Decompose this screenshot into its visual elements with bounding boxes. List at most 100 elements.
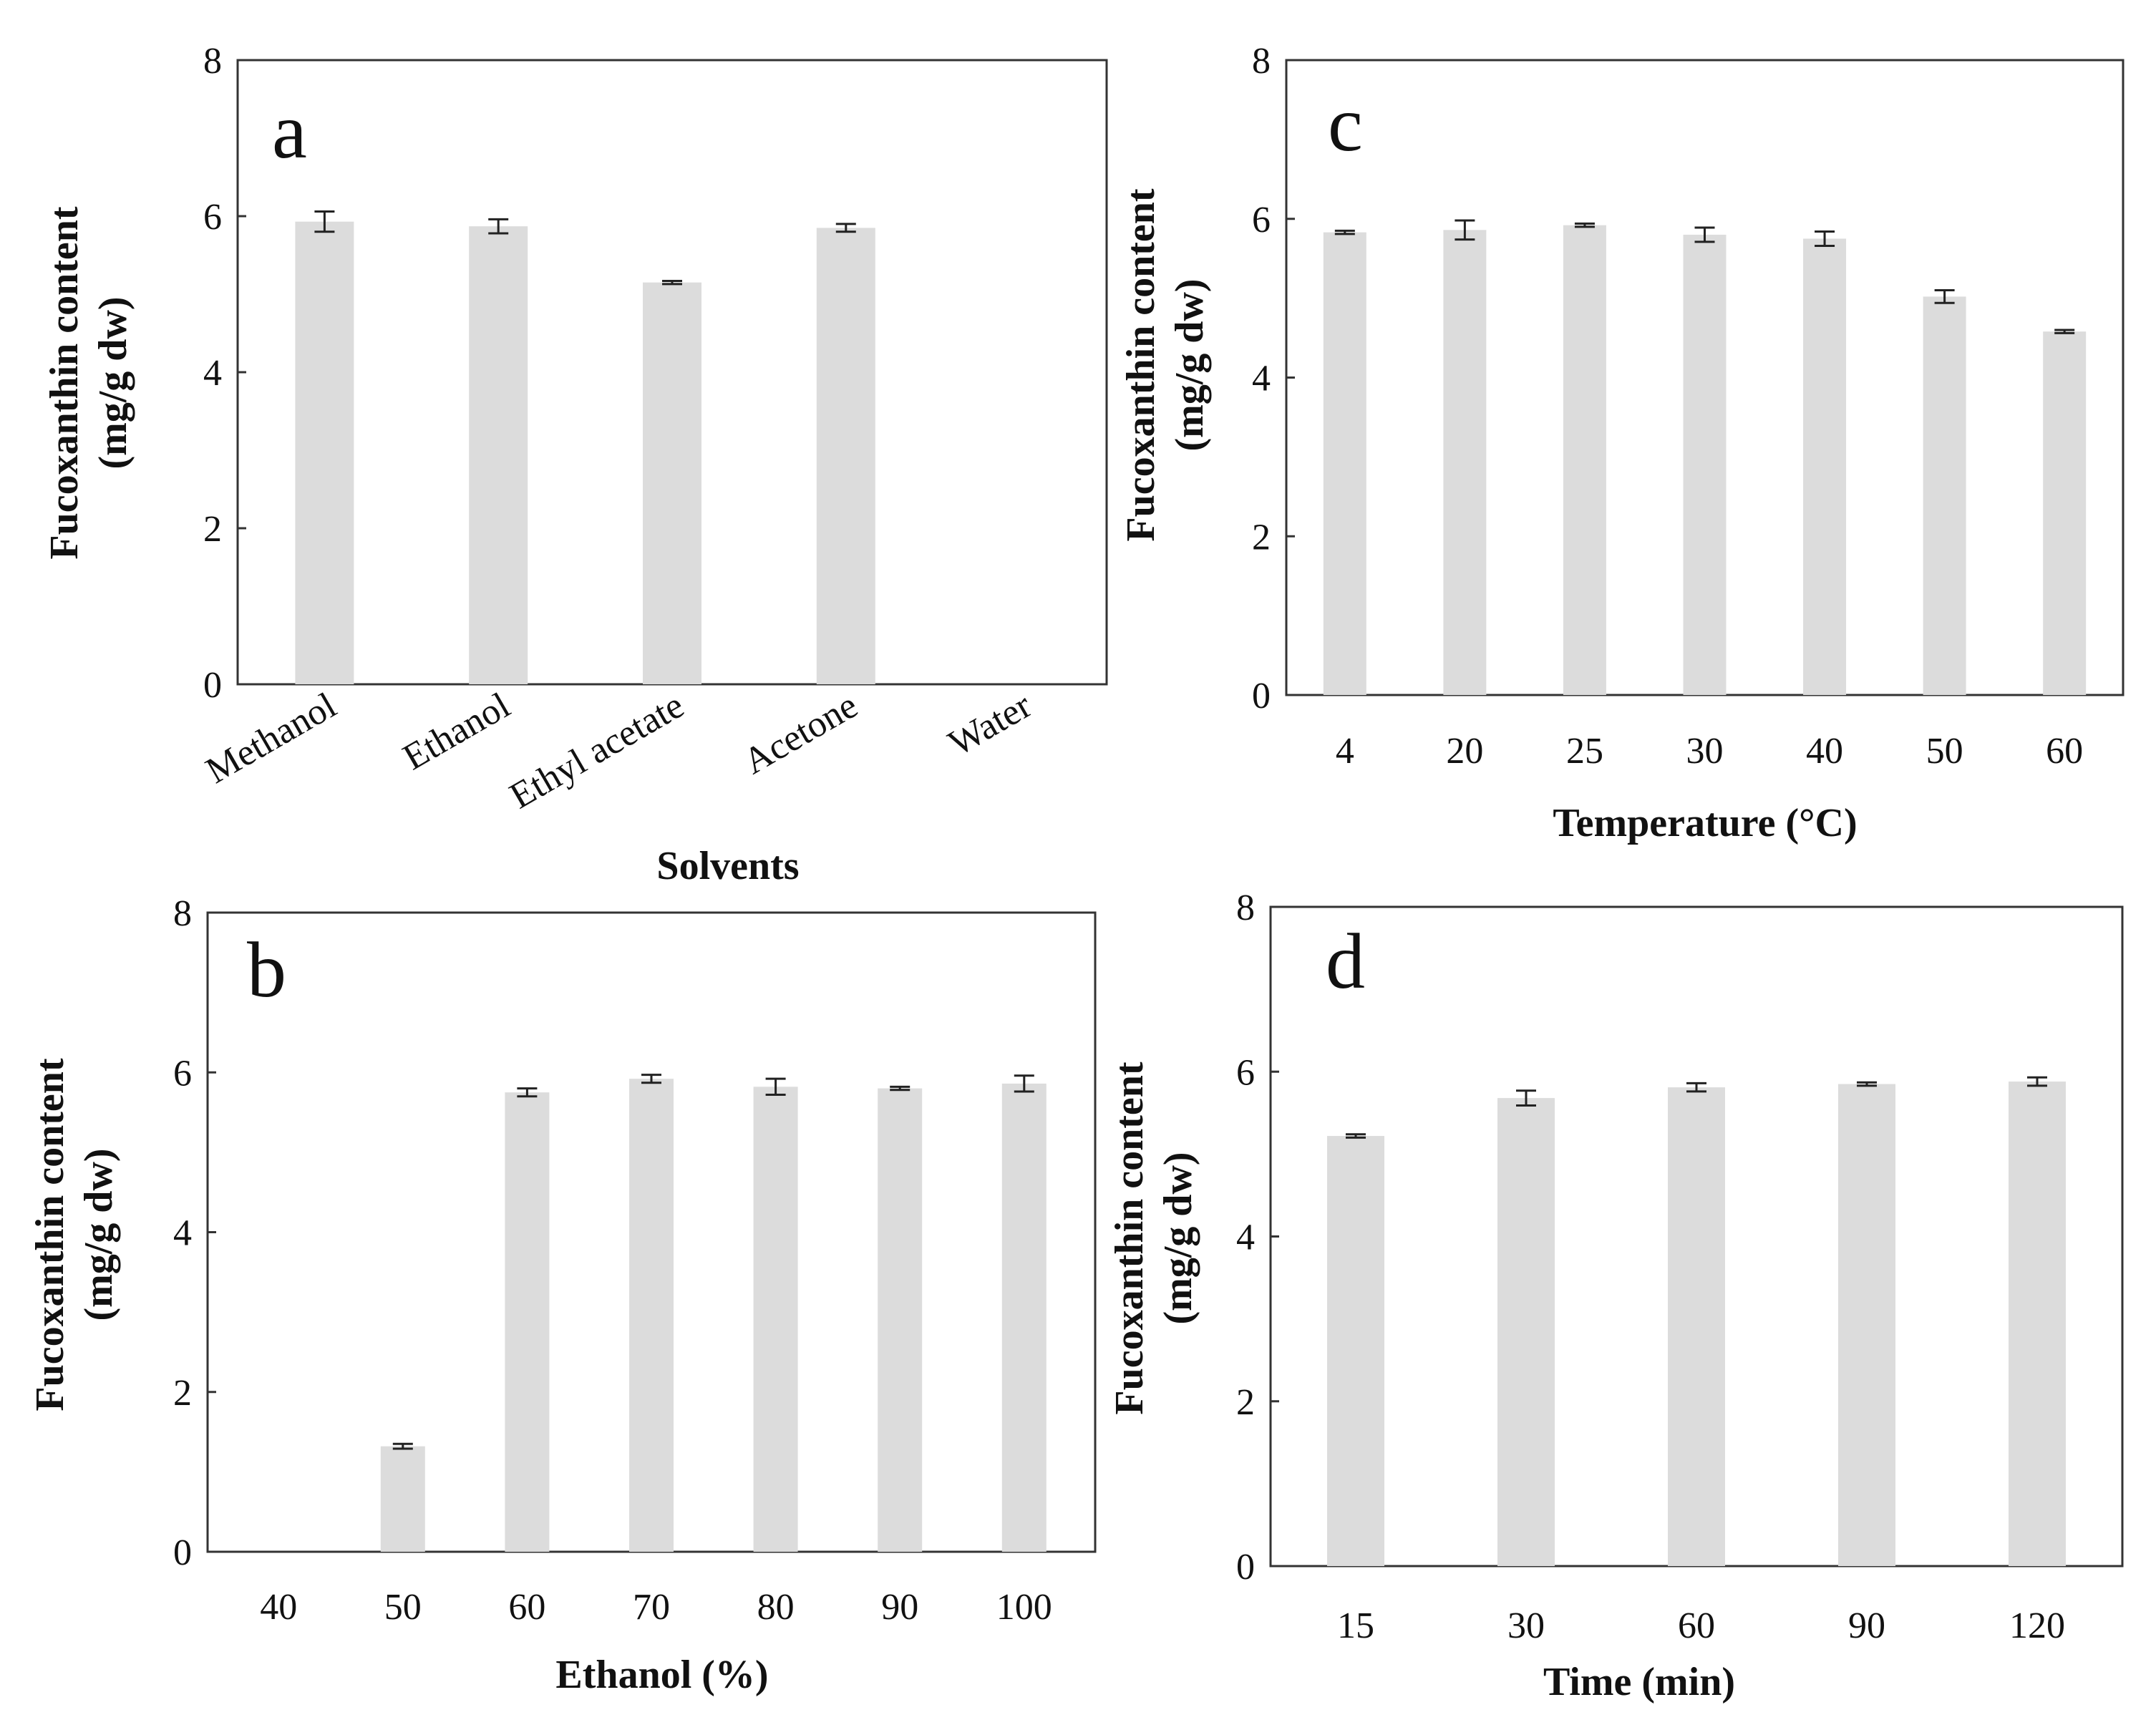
panel-b-bar — [878, 1088, 923, 1552]
panel-d-y-ticks: 0 2 4 6 8 — [1236, 888, 1279, 1588]
panel-a-bar — [295, 221, 354, 684]
panel-c-error-bar — [1934, 289, 1955, 304]
panel-c-x-axis-title: Temperature (°C) — [1553, 801, 1857, 845]
panel-d-bar — [1327, 1136, 1384, 1566]
panel-b-x-tick-label: 90 — [881, 1587, 918, 1628]
panel-c-error-bar — [1334, 229, 1355, 235]
panel-b-error-bar — [517, 1087, 538, 1098]
panel-c-bar — [1803, 238, 1847, 695]
panel-b-x-tick-label: 80 — [757, 1587, 795, 1628]
panel-d-y-tick-label: 4 — [1236, 1218, 1255, 1258]
panel-b-bars — [380, 1079, 1047, 1552]
panel-d-error-bar — [1857, 1081, 1877, 1087]
panel-d-error-bar — [1346, 1133, 1366, 1139]
panel-d-x-tick-label: 120 — [2009, 1605, 2065, 1646]
panel-c: 0 2 4 6 8 4 20 25 30 40 50 60 c Fucoxanthin conten… — [1119, 41, 2125, 845]
panel-b-x-axis-title: Ethanol (%) — [555, 1653, 768, 1697]
panel-b-y-tick-label: 4 — [173, 1213, 192, 1254]
panel-a-bars — [295, 221, 875, 685]
panel-d-error-bar — [1516, 1089, 1536, 1107]
panel-c-error-bar — [1574, 222, 1595, 228]
panel-a-bar — [469, 226, 528, 684]
panel-d-error-bar — [2027, 1076, 2047, 1087]
panel-c-error-bar — [1455, 219, 1475, 241]
panel-d-y-tick-label: 8 — [1236, 888, 1255, 928]
panel-a-bar — [643, 282, 701, 684]
panel-a-y-tick-label: 0 — [203, 665, 222, 706]
panel-c-letter: c — [1328, 80, 1363, 167]
panel-d-y-tick-label: 6 — [1236, 1052, 1255, 1093]
panel-b-letter: b — [247, 926, 286, 1014]
panel-b: 0 2 4 6 8 40 50 60 70 80 90 100 b Fucoxanthin cont… — [28, 893, 1097, 1697]
panel-a-y-ticks: 0 2 4 6 8 — [203, 41, 246, 706]
panel-c-x-tick-label: 25 — [1566, 731, 1603, 772]
panel-d-bar — [1497, 1098, 1555, 1566]
panel-d-x-tick-label: 60 — [1678, 1605, 1715, 1646]
panel-c-x-tick-label: 50 — [1926, 731, 1963, 772]
panel-b-error-bar — [1014, 1074, 1034, 1093]
panel-c-bar — [2043, 331, 2087, 695]
panel-b-x-tick-label: 40 — [260, 1587, 297, 1628]
panel-a-error-bar — [488, 218, 509, 235]
panel-d-bar — [2009, 1082, 2066, 1566]
panel-c-y-tick-label: 0 — [1252, 676, 1271, 716]
panel-b-x-tick-label: 50 — [384, 1587, 422, 1628]
panel-b-bar — [753, 1087, 798, 1552]
panel-b-bar — [380, 1446, 425, 1552]
panel-d-x-axis-title: Time (min) — [1543, 1660, 1735, 1704]
panel-a-bar — [816, 228, 875, 685]
panel-c-bars — [1323, 225, 2087, 696]
panel-d-bar — [1838, 1084, 1895, 1566]
panel-c-y-tick-label: 2 — [1252, 517, 1271, 558]
panel-d-y-tick-label: 2 — [1236, 1382, 1255, 1423]
panel-c-y-axis-title-line2: (mg/g dw) — [1167, 278, 1212, 451]
panel-c-y-tick-label: 8 — [1252, 41, 1271, 82]
panel-c-bar — [1443, 230, 1487, 696]
panel-b-x-ticks: 40 50 60 70 80 90 100 — [260, 1587, 1052, 1628]
panel-d-bars — [1327, 1082, 2066, 1566]
panel-d-letter: d — [1326, 918, 1365, 1005]
panel-c-y-ticks: 0 2 4 6 8 — [1252, 41, 1295, 716]
panel-d-error-bar — [1686, 1082, 1706, 1093]
panel-b-y-tick-label: 0 — [173, 1532, 192, 1573]
panel-c-error-bars — [1334, 219, 2075, 334]
panel-b-y-tick-label: 6 — [173, 1053, 192, 1094]
panel-c-x-tick-label: 30 — [1686, 731, 1724, 772]
panel-b-error-bar — [765, 1077, 786, 1097]
panel-d-x-ticks: 15 30 60 90 120 — [1337, 1605, 2065, 1646]
panel-a-x-axis-title: Solvents — [656, 844, 799, 888]
panel-b-bar — [1001, 1083, 1047, 1552]
panel-b-y-ticks: 0 2 4 6 8 — [173, 893, 216, 1573]
panel-a-y-tick-label: 8 — [203, 41, 222, 82]
panel-c-y-tick-label: 6 — [1252, 200, 1271, 240]
panel-b-error-bar — [641, 1074, 661, 1084]
panel-b-x-tick-label: 70 — [633, 1587, 670, 1628]
panel-b-x-tick-label: 60 — [508, 1587, 545, 1628]
panel-d-x-tick-label: 15 — [1337, 1605, 1374, 1646]
panel-b-y-tick-label: 2 — [173, 1373, 192, 1414]
panel-b-x-tick-label: 100 — [996, 1587, 1052, 1628]
panel-a-error-bars — [314, 210, 856, 286]
panel-c-y-tick-label: 4 — [1252, 359, 1271, 399]
panel-d-bar — [1668, 1087, 1725, 1566]
panel-d-x-tick-label: 90 — [1848, 1605, 1885, 1646]
panel-b-bar — [505, 1092, 550, 1552]
panel-a-y-tick-label: 4 — [203, 353, 222, 394]
panel-c-error-bar — [1815, 230, 1835, 247]
panel-a-error-bar — [835, 223, 856, 233]
panel-d-y-axis-title-line1: Fucoxanthin content — [1107, 1061, 1152, 1414]
panel-c-x-tick-label: 4 — [1336, 731, 1354, 772]
panel-c-x-tick-label: 40 — [1806, 731, 1843, 772]
panel-b-error-bar — [890, 1085, 911, 1092]
panel-c-x-tick-label: 20 — [1446, 731, 1483, 772]
panel-c-error-bar — [1694, 226, 1715, 243]
panel-d-error-bars — [1346, 1076, 2047, 1139]
panel-b-y-axis-title-line2: (mg/g dw) — [77, 1148, 121, 1321]
panel-a-y-tick-label: 2 — [203, 509, 222, 550]
panel-c-x-tick-label: 60 — [2046, 731, 2083, 772]
panel-c-bar — [1323, 232, 1366, 695]
panel-d-y-axis-title-line2: (mg/g dw) — [1156, 1152, 1200, 1324]
